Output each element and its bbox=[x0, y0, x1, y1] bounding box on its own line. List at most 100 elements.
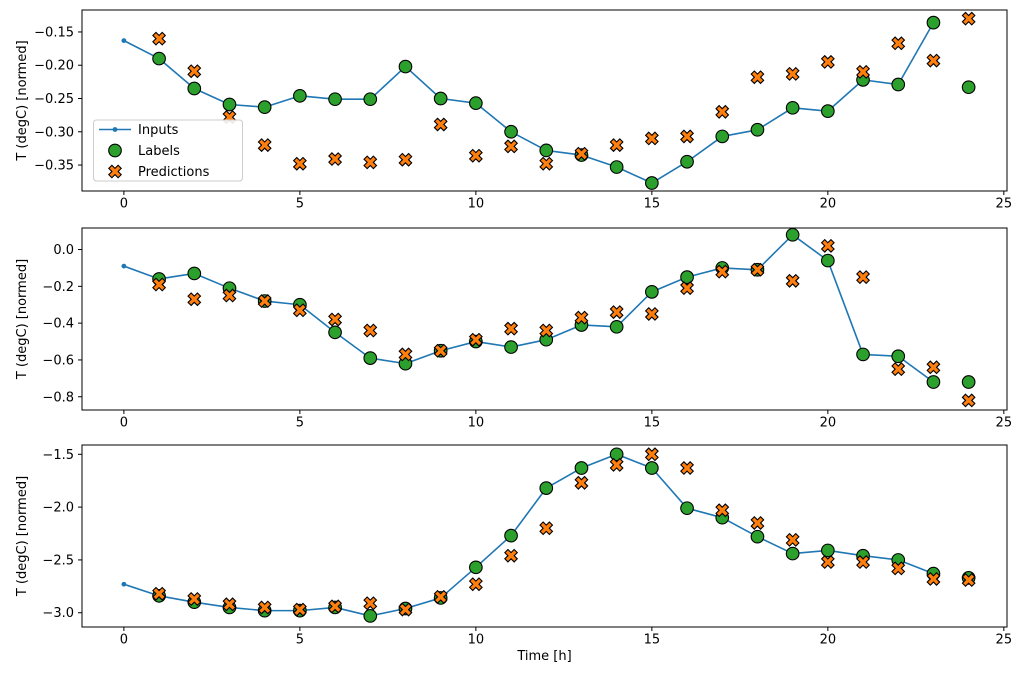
prediction-x-marker bbox=[715, 503, 730, 518]
axes-frame bbox=[81, 444, 1008, 628]
label-circle-marker bbox=[645, 461, 659, 475]
prediction-x-marker bbox=[504, 139, 519, 154]
subplot-bottom: 0 5 10 15 20 25 −1.5 −2.0 −2.5 −3.0 T (degC) [norm… bbox=[15, 444, 1013, 664]
prediction-x-marker bbox=[292, 156, 307, 171]
y-tick-label: −1.5 bbox=[42, 448, 74, 463]
prediction-x-marker bbox=[926, 571, 941, 586]
axes-frame bbox=[81, 227, 1008, 411]
x-tick-label: 15 bbox=[644, 416, 661, 431]
y-tick-label: −2.0 bbox=[42, 501, 74, 516]
prediction-x-marker bbox=[222, 597, 237, 612]
label-circle-marker bbox=[785, 227, 800, 242]
prediction-x-marker bbox=[433, 343, 448, 358]
y-tick-label: −0.15 bbox=[34, 25, 74, 40]
x-tick-label: 5 bbox=[296, 197, 304, 212]
label-circle-marker bbox=[645, 285, 659, 299]
x-tick-label: 15 bbox=[644, 633, 661, 648]
prediction-x-marker bbox=[108, 164, 122, 179]
prediction-x-marker bbox=[468, 332, 483, 347]
x-tick-label: 5 bbox=[296, 633, 304, 648]
series-predictions bbox=[152, 238, 976, 408]
label-circle-marker bbox=[187, 81, 202, 96]
y-tick-label: −0.30 bbox=[34, 125, 74, 140]
prediction-x-marker bbox=[257, 138, 272, 153]
series-inputs bbox=[121, 451, 936, 619]
y-tick-label: −0.6 bbox=[42, 353, 74, 368]
legend-item-label: Labels bbox=[138, 144, 180, 159]
prediction-x-marker bbox=[680, 281, 695, 296]
prediction-x-marker bbox=[187, 292, 202, 307]
prediction-x-marker bbox=[292, 602, 307, 617]
x-tick-label: 25 bbox=[996, 197, 1013, 212]
prediction-x-marker bbox=[750, 70, 765, 85]
x-tick-label: 10 bbox=[468, 633, 485, 648]
label-circle-marker bbox=[469, 560, 483, 575]
input-dot-marker bbox=[121, 38, 127, 44]
prediction-x-marker bbox=[891, 561, 906, 576]
label-circle-marker bbox=[785, 100, 800, 115]
prediction-x-marker bbox=[257, 600, 272, 615]
prediction-x-marker bbox=[152, 31, 167, 46]
legend-item-label: Predictions bbox=[138, 165, 210, 180]
label-circle-marker bbox=[750, 122, 765, 137]
x-tick-label: 25 bbox=[996, 633, 1013, 648]
prediction-x-marker bbox=[715, 104, 730, 119]
prediction-x-marker bbox=[539, 521, 554, 536]
prediction-x-marker bbox=[187, 592, 202, 607]
label-circle-marker bbox=[820, 543, 835, 558]
label-circle-marker bbox=[609, 319, 624, 334]
label-circle-marker bbox=[363, 92, 378, 107]
prediction-x-marker bbox=[328, 599, 343, 614]
prediction-x-marker bbox=[152, 277, 167, 292]
x-tick-label: 25 bbox=[996, 416, 1013, 431]
prediction-x-marker bbox=[363, 323, 378, 338]
series-labels bbox=[152, 447, 976, 623]
prediction-x-marker bbox=[926, 360, 941, 375]
prediction-x-marker bbox=[398, 347, 413, 362]
input-dot-marker bbox=[121, 263, 127, 269]
prediction-x-marker bbox=[398, 602, 413, 617]
label-circle-marker bbox=[891, 349, 906, 364]
label-circle-marker bbox=[715, 129, 730, 144]
prediction-x-marker bbox=[468, 577, 483, 592]
prediction-x-marker bbox=[961, 11, 976, 26]
label-circle-marker bbox=[574, 461, 589, 475]
x-tick-label: 0 bbox=[120, 416, 128, 431]
prediction-x-marker bbox=[891, 36, 906, 51]
label-circle-marker bbox=[539, 481, 554, 495]
prediction-x-marker bbox=[961, 572, 976, 587]
prediction-x-marker bbox=[433, 589, 448, 604]
prediction-x-marker bbox=[539, 323, 554, 338]
prediction-x-marker bbox=[292, 303, 307, 318]
label-circle-marker bbox=[504, 340, 518, 354]
prediction-x-marker bbox=[539, 156, 554, 171]
subplot-top: 0 5 10 15 20 25 −0.15 −0.20 −0.25 −0.30 −0.35 T (de… bbox=[15, 9, 1013, 212]
prediction-x-marker bbox=[785, 66, 800, 81]
y-tick-label: −3.0 bbox=[42, 606, 74, 621]
prediction-x-marker bbox=[785, 532, 800, 547]
prediction-x-marker bbox=[680, 461, 695, 476]
inputs-line bbox=[123, 234, 934, 383]
prediction-x-marker bbox=[504, 548, 519, 563]
prediction-x-marker bbox=[574, 146, 589, 161]
y-tick-label: −0.8 bbox=[42, 390, 74, 405]
prediction-x-marker bbox=[750, 515, 765, 530]
prediction-x-marker bbox=[644, 447, 659, 462]
label-circle-marker bbox=[961, 80, 976, 95]
legend-box bbox=[93, 119, 243, 182]
label-circle-marker bbox=[328, 92, 342, 107]
legend-item-label: Inputs bbox=[138, 123, 179, 138]
series-predictions bbox=[152, 11, 976, 171]
subplot-middle: 0 5 10 15 20 25 0.0 −0.2 −0.4 −0.6 −0.8 T (degC) [n… bbox=[15, 227, 1013, 431]
x-tick-label: 20 bbox=[820, 416, 837, 431]
label-circle-marker bbox=[680, 501, 694, 516]
prediction-x-marker bbox=[856, 270, 871, 285]
circle-icon bbox=[108, 143, 122, 158]
x-tick-label: 5 bbox=[296, 416, 304, 431]
label-circle-marker bbox=[222, 97, 237, 112]
prediction-x-marker bbox=[750, 262, 765, 277]
label-circle-marker bbox=[433, 91, 448, 106]
prediction-x-marker bbox=[574, 475, 589, 490]
label-circle-marker bbox=[363, 351, 378, 365]
prediction-x-marker bbox=[820, 238, 835, 253]
